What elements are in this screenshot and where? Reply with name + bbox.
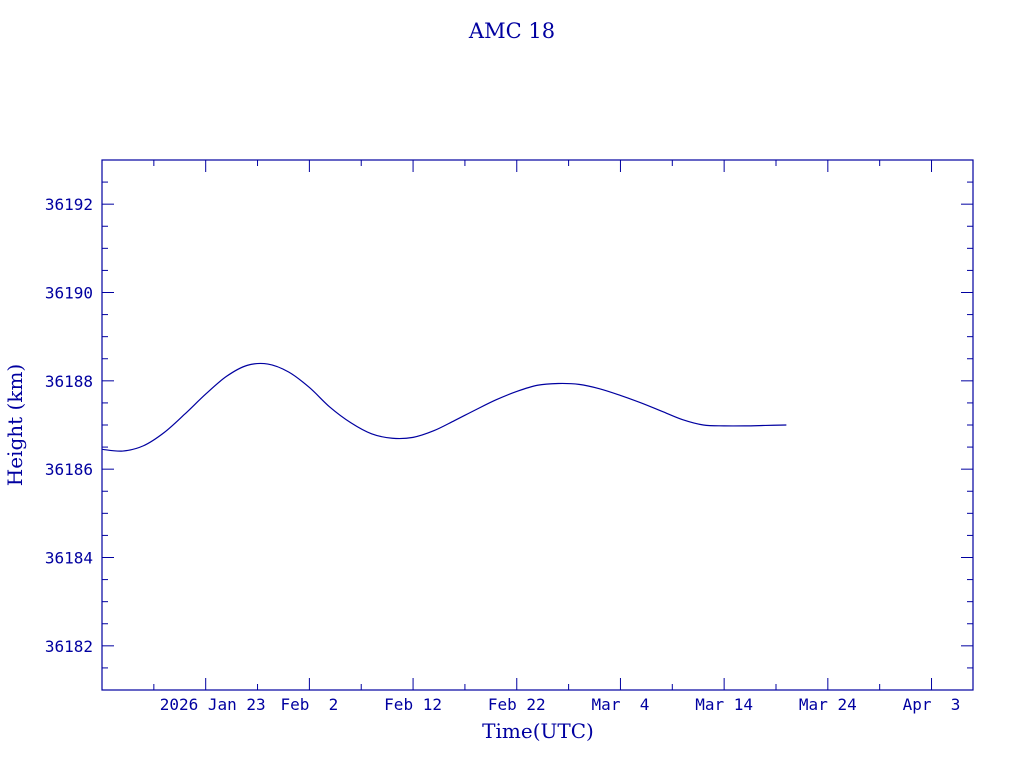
x-tick-label: Mar 14	[695, 695, 753, 714]
y-axis-title: Height (km)	[3, 364, 27, 486]
x-tick-label: Mar 4	[592, 695, 650, 714]
x-tick-label: Feb 2	[280, 695, 338, 714]
y-tick-label: 36192	[45, 195, 93, 214]
y-axis-ticks: 36182 36184 36186 36188 36190 36192	[45, 159, 973, 691]
height-series-line	[101, 362, 787, 452]
x-tick-label: Apr 3	[903, 695, 961, 714]
chart-title: AMC 18	[468, 19, 555, 43]
series-layer	[101, 362, 787, 452]
x-tick-label: Mar 24	[799, 695, 857, 714]
x-axis-title: Time(UTC)	[482, 719, 594, 743]
x-tick-label: 2026 Jan 23	[160, 695, 266, 714]
y-tick-label: 36186	[45, 460, 93, 479]
y-tick-label: 36190	[45, 284, 93, 303]
plot-frame	[101, 159, 974, 691]
x-axis-ticks: 2026 Jan 23 Feb 2 Feb 12 Feb 22 Mar 4 Mar 14 M…	[101, 160, 961, 714]
y-tick-label: 36184	[45, 549, 93, 568]
y-tick-label: 36188	[45, 372, 93, 391]
x-tick-label: Feb 22	[488, 695, 546, 714]
x-tick-label: Feb 12	[384, 695, 442, 714]
y-tick-label: 36182	[45, 637, 93, 656]
